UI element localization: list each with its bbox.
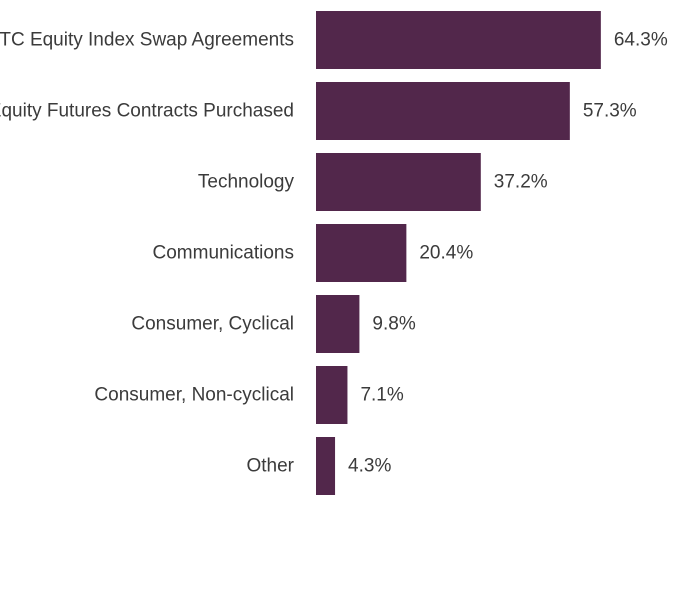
bar-communications [316, 224, 407, 282]
value-label-consumer-non-cyclical: 7.1% [360, 385, 403, 406]
value-labels: 64.3% 57.3% 37.2% 20.4% 9.8% 7.1% 4.3% [348, 30, 668, 477]
category-label-other: Other [246, 456, 294, 477]
value-label-communications: 20.4% [419, 243, 473, 264]
value-label-technology: 37.2% [494, 172, 548, 193]
category-label-equity-futures-contracts-purchased: Equity Futures Contracts Purchased [0, 101, 294, 122]
value-label-other: 4.3% [348, 456, 391, 477]
bars-layer [316, 11, 601, 495]
bar-technology [316, 153, 481, 211]
bar-consumer-non-cyclical [316, 366, 348, 424]
category-label-consumer-non-cyclical: Consumer, Non-cyclical [94, 385, 294, 406]
value-label-equity-futures-contracts-purchased: 57.3% [583, 101, 637, 122]
category-label-communications: Communications [153, 243, 295, 264]
category-labels: OTC Equity Index Swap Agreements Equity F… [0, 30, 295, 477]
category-label-otc-equity-index-swap-agreements: OTC Equity Index Swap Agreements [0, 30, 294, 51]
bar-equity-futures-contracts-purchased [316, 82, 570, 140]
value-label-consumer-cyclical: 9.8% [372, 314, 415, 335]
category-label-technology: Technology [198, 172, 295, 193]
bar-otc-equity-index-swap-agreements [316, 11, 601, 69]
bar-other [316, 437, 336, 495]
category-label-consumer-cyclical: Consumer, Cyclical [131, 314, 294, 335]
value-label-otc-equity-index-swap-agreements: 64.3% [614, 30, 668, 51]
bar-consumer-cyclical [316, 295, 360, 353]
